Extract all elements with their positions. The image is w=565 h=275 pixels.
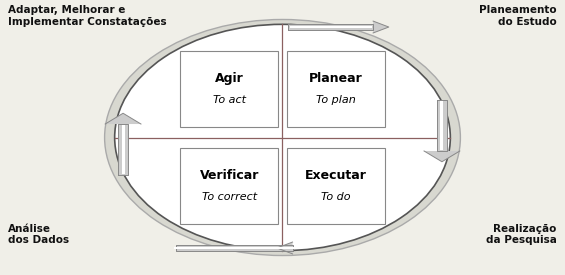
Text: Planeamento
do Estudo: Planeamento do Estudo: [479, 6, 557, 27]
Text: To plan: To plan: [316, 95, 355, 105]
Text: Análise
dos Dados: Análise dos Dados: [8, 224, 69, 245]
Polygon shape: [121, 125, 124, 174]
Polygon shape: [176, 245, 293, 251]
Polygon shape: [105, 113, 141, 124]
Bar: [180, 51, 279, 127]
Polygon shape: [118, 124, 128, 175]
Text: Realização
da Pesquisa: Realização da Pesquisa: [486, 224, 557, 245]
Polygon shape: [424, 151, 460, 162]
Ellipse shape: [105, 20, 460, 255]
Polygon shape: [174, 247, 294, 249]
Polygon shape: [437, 100, 447, 151]
Text: To act: To act: [213, 95, 246, 105]
Polygon shape: [290, 26, 372, 28]
Bar: [286, 51, 385, 127]
Polygon shape: [441, 101, 444, 150]
Text: Adaptar, Melhorar e
Implementar Constatações: Adaptar, Melhorar e Implementar Constata…: [8, 6, 167, 27]
Polygon shape: [288, 24, 373, 30]
Polygon shape: [373, 21, 389, 33]
Polygon shape: [277, 242, 293, 254]
Ellipse shape: [115, 24, 450, 251]
Text: Planear: Planear: [308, 72, 363, 85]
Bar: [286, 148, 385, 224]
Text: To correct: To correct: [202, 192, 257, 202]
Text: Executar: Executar: [305, 169, 367, 182]
Text: Agir: Agir: [215, 72, 244, 85]
Text: Verificar: Verificar: [199, 169, 259, 182]
Bar: [180, 148, 279, 224]
Text: To do: To do: [321, 192, 350, 202]
